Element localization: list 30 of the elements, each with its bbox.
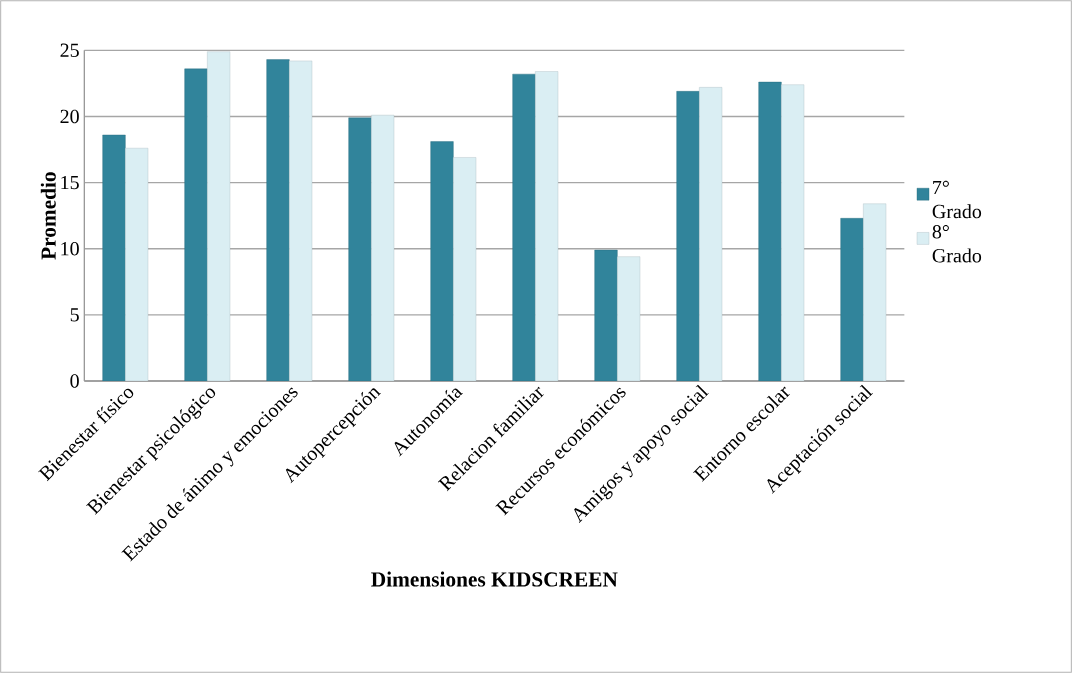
bar [699,87,723,381]
bar [371,114,395,381]
bar [758,81,782,381]
bar [676,91,700,381]
legend-label: 7° Grado [932,180,982,219]
y-tick-label: 25 [60,43,79,58]
bar [184,68,208,381]
bar [266,59,290,381]
bar [840,218,864,381]
bar [207,51,231,381]
y-tick-label: 10 [61,241,79,256]
y-tick-label: 20 [60,109,79,124]
y-tick-label: 0 [70,374,79,388]
bar [594,249,618,381]
bar [348,117,372,381]
bar [617,256,641,381]
bar [289,60,313,381]
y-tick-label: 15 [61,175,79,190]
bar [453,157,477,381]
bar [781,84,805,381]
x-axis-title: Dimensiones KIDSCREEN [371,571,618,587]
bar [102,134,126,381]
y-tick-label: 5 [70,308,79,322]
bar [125,148,149,381]
y-axis-title: Promedio [40,172,56,260]
bar [430,141,454,381]
bar [512,73,536,381]
legend-label: 8° Grado [932,224,982,263]
bar [535,71,559,381]
bar [863,203,887,381]
